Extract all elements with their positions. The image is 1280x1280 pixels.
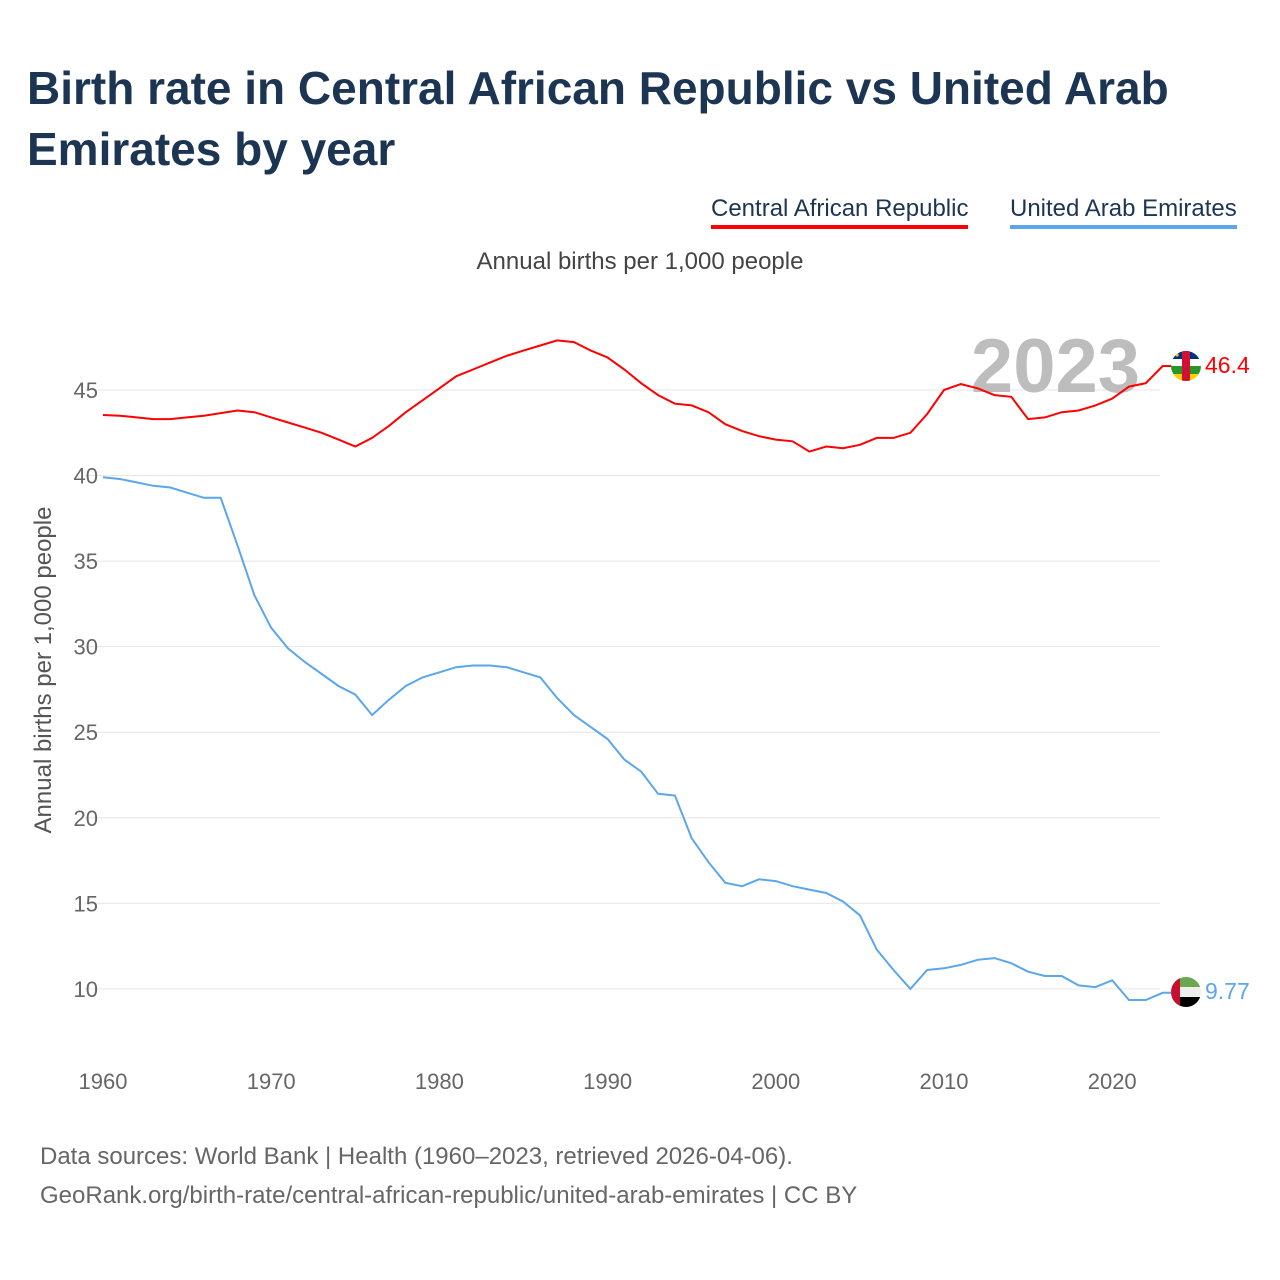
end-label-central-african-republic: 46.4 [1205,352,1250,378]
x-tick-label: 1960 [79,1069,128,1094]
footer-link[interactable]: GeoRank.org/birth-rate/central-african-r… [40,1182,858,1209]
y-tick-label: 10 [74,977,98,1002]
x-tick-label: 2020 [1088,1069,1137,1094]
x-tick-label: 1970 [247,1069,296,1094]
y-tick-label: 30 [74,635,98,660]
united-arab-emirates-flag-icon [1171,977,1201,1007]
series-line-central-african-republic[interactable] [102,339,1172,453]
x-tick-label: 2000 [751,1069,800,1094]
end-label-united-arab-emirates: 9.77 [1205,978,1250,1004]
y-tick-label: 20 [74,806,98,831]
y-tick-label: 40 [74,464,98,489]
legend-item-central-african-republic[interactable]: Central African Republic [711,195,969,229]
x-tick-label: 1980 [415,1069,464,1094]
series-line-united-arab-emirates[interactable] [102,476,1172,1001]
y-tick-label: 15 [74,891,98,916]
footer: Data sources: World Bank | Health (1960–… [40,1137,857,1215]
central-african-republic-flag-icon [1171,351,1201,381]
chart-subtitle: Annual births per 1,000 people [476,248,804,275]
y-tick-label: 45 [74,378,98,403]
legend-item-united-arab-emirates[interactable]: United Arab Emirates [1010,195,1237,229]
y-axis-label: Annual births per 1,000 people [30,507,57,834]
x-tick-label: 2010 [920,1069,969,1094]
x-tick-label: 1990 [583,1069,632,1094]
footer-sources: Data sources: World Bank | Health (1960–… [40,1143,793,1170]
y-tick-label: 25 [74,720,98,745]
chart-title: Birth rate in Central African Republic v… [27,62,1169,175]
y-tick-label: 35 [74,549,98,574]
